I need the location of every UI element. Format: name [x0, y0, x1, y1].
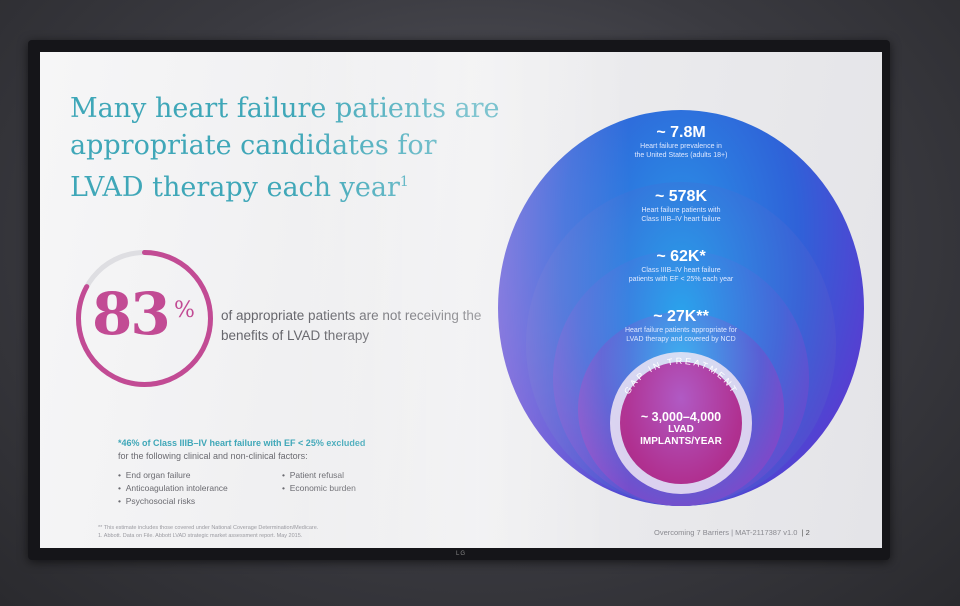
percent-number: 83 — [92, 280, 171, 348]
percent-symbol: % — [174, 298, 195, 323]
title-line-2: appropriate candidates for — [70, 130, 437, 161]
factor-item: • End organ failure — [118, 470, 191, 480]
percent-description: of appropriate patients are not receivin… — [221, 308, 482, 343]
level-2-text: ~ 578K Heart failure patients with Class… — [498, 188, 864, 224]
percent-ring: 83 % — [72, 246, 217, 391]
level-2-label-2: Class IIIB–IV heart failure — [641, 216, 721, 223]
level-3-text: ~ 62K* Class IIIB–IV heart failure patie… — [498, 248, 864, 284]
implants-value: ~ 3,000–4,000 — [640, 410, 722, 424]
implants-text: ~ 3,000–4,000 LVAD IMPLANTS/YEAR — [620, 410, 742, 448]
level-4-text: ~ 27K** Heart failure patients appropria… — [498, 308, 864, 344]
slide-title: Many heart failure patients are appropri… — [70, 90, 500, 206]
level-1-label-2: the United States (adults 18+) — [634, 152, 728, 159]
level-1-text: ~ 7.8M Heart failure prevalence in the U… — [498, 124, 864, 160]
implants-label-2: IMPLANTS/YEAR — [640, 436, 722, 447]
page-number: | 2 — [801, 528, 810, 537]
exclusion-subnote: for the following clinical and non-clini… — [118, 451, 308, 461]
level-2-value: ~ 578K — [654, 188, 708, 205]
level-4-label-2: LVAD therapy and covered by NCD — [626, 336, 736, 343]
factor-item: • Anticoagulation intolerance — [118, 483, 228, 493]
level-1-value: ~ 7.8M — [656, 124, 706, 141]
level-4-label-1: Heart failure patients appropriate for — [624, 327, 738, 334]
ring-fill — [76, 250, 213, 387]
title-line-1: Many heart failure patients are — [70, 93, 500, 124]
tv-logo: LG — [456, 551, 467, 557]
title-line-3: LVAD therapy each year1 — [70, 172, 409, 203]
gap-label: GAP IN TREATMENT — [622, 356, 740, 396]
level-2-label-1: Heart failure patients with — [641, 207, 721, 214]
implants-label-1: LVAD — [668, 424, 694, 435]
level-3-label-1: Class IIIB–IV heart failure — [641, 267, 721, 274]
footnote-1: ** This estimate includes those covered … — [98, 525, 319, 531]
footnote-2: 1. Abbott. Data on File. Abbott LVAD str… — [98, 533, 303, 539]
slide-footer: Overcoming 7 Barriers | MAT-2117387 v1.0… — [654, 528, 810, 537]
circle-implants — [620, 362, 742, 484]
factor-item: • Economic burden — [282, 483, 356, 493]
level-1-label-1: Heart failure prevalence in — [640, 143, 722, 150]
gap-label-svg: GAP IN TREATMENT — [622, 356, 740, 396]
level-3-value: ~ 62K* — [656, 248, 706, 265]
exclusion-note: *46% of Class IIIB–IV heart failure with… — [118, 438, 366, 448]
level-3-label-2: patients with EF < 25% each year — [628, 276, 734, 283]
footer-text: Overcoming 7 Barriers | MAT-2117387 v1.0 — [654, 528, 798, 537]
ring-svg — [76, 250, 213, 387]
factor-item: • Patient refusal — [282, 470, 345, 480]
title-superscript: 1 — [399, 174, 409, 190]
level-4-value: ~ 27K** — [653, 308, 709, 325]
footnotes: ** This estimate includes those covered … — [98, 524, 398, 540]
presentation-slide: Many heart failure patients are appropri… — [40, 52, 882, 548]
factor-item: • Psychosocial risks — [118, 496, 196, 506]
funnel-circles: ~ 7.8M Heart failure prevalence in the U… — [498, 110, 864, 506]
